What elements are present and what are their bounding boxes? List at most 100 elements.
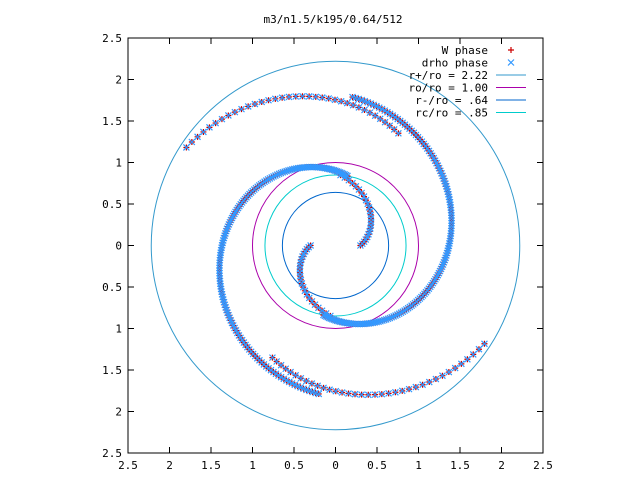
data-point bbox=[318, 307, 326, 315]
data-point bbox=[384, 315, 392, 323]
data-point bbox=[285, 167, 292, 174]
data-point bbox=[221, 229, 229, 237]
data-point bbox=[216, 264, 223, 272]
data-point bbox=[439, 372, 446, 380]
y-tick-label: 0 bbox=[115, 240, 122, 253]
data-point bbox=[216, 261, 223, 269]
data-point bbox=[216, 269, 223, 277]
data-point bbox=[425, 378, 433, 386]
data-point bbox=[380, 316, 388, 324]
legend-label: rc/ro = .85 bbox=[415, 107, 488, 120]
x-tick-label: 1.5 bbox=[201, 459, 221, 472]
legend-label: ro/ro = 1.00 bbox=[409, 82, 488, 95]
x-tick-label: 2.5 bbox=[118, 459, 138, 472]
data-point bbox=[366, 109, 374, 117]
data-point bbox=[194, 133, 201, 141]
data-point bbox=[292, 93, 300, 100]
data-point bbox=[419, 381, 427, 389]
data-point bbox=[398, 387, 406, 395]
data-point bbox=[457, 360, 465, 368]
data-point bbox=[315, 390, 323, 398]
reference-circle bbox=[264, 174, 407, 317]
data-point bbox=[279, 168, 287, 176]
data-point bbox=[182, 144, 190, 151]
y-tick-label: 1 bbox=[115, 157, 122, 170]
data-point bbox=[386, 314, 394, 322]
data-point bbox=[385, 389, 393, 397]
data-point bbox=[441, 256, 449, 264]
data-point bbox=[355, 104, 363, 111]
data-point bbox=[287, 368, 295, 376]
data-point bbox=[318, 94, 326, 101]
data-point bbox=[292, 371, 300, 379]
data-point bbox=[222, 227, 230, 235]
data-point bbox=[447, 224, 455, 232]
data-point bbox=[218, 115, 226, 123]
data-point bbox=[386, 122, 394, 130]
data-point bbox=[463, 355, 471, 363]
data-point bbox=[312, 93, 320, 101]
data-point bbox=[381, 118, 389, 126]
x-tick-label: 2 bbox=[498, 459, 505, 472]
data-point bbox=[377, 317, 384, 325]
y-tick-label: 1.5 bbox=[102, 115, 122, 128]
data-point bbox=[447, 204, 455, 211]
data-point bbox=[440, 258, 448, 266]
data-point bbox=[391, 388, 399, 396]
legend-label: r-/ro = .64 bbox=[415, 94, 488, 107]
data-point bbox=[224, 223, 232, 231]
data-point bbox=[442, 254, 450, 262]
data-point bbox=[343, 99, 351, 107]
data-point bbox=[358, 391, 366, 399]
data-point bbox=[325, 95, 333, 102]
data-point bbox=[446, 201, 454, 209]
data-point bbox=[332, 387, 340, 395]
x-tick-label: 0 bbox=[332, 459, 339, 472]
data-point bbox=[392, 312, 399, 319]
data-point bbox=[277, 361, 285, 369]
x-tick-label: 0.5 bbox=[367, 459, 387, 472]
x-tick-label: 2.5 bbox=[533, 459, 553, 472]
reference-circle bbox=[150, 60, 521, 431]
data-point bbox=[223, 225, 231, 233]
data-point bbox=[305, 92, 313, 100]
data-point bbox=[275, 170, 283, 178]
data-point bbox=[351, 390, 359, 398]
reference-circle bbox=[281, 191, 390, 300]
data-point bbox=[217, 285, 225, 293]
data-point bbox=[365, 204, 373, 211]
y-tick-label: 1.5 bbox=[102, 364, 122, 377]
data-point bbox=[285, 93, 293, 101]
data-point bbox=[297, 374, 305, 382]
data-point bbox=[442, 252, 450, 259]
data-point bbox=[271, 172, 279, 179]
data-point bbox=[224, 112, 232, 119]
data-point bbox=[270, 173, 277, 180]
legend-swatch bbox=[507, 59, 515, 66]
data-point bbox=[481, 340, 488, 348]
legend-label: r+/ro = 2.22 bbox=[409, 69, 488, 82]
y-tick-label: 0.5 bbox=[102, 281, 122, 294]
data-point bbox=[345, 176, 353, 184]
y-tick-label: 2 bbox=[115, 74, 122, 87]
data-points bbox=[182, 92, 488, 399]
data-point bbox=[443, 249, 451, 257]
data-point bbox=[469, 350, 477, 358]
data-point bbox=[405, 385, 413, 393]
data-point bbox=[338, 389, 346, 396]
y-tick-label: 2 bbox=[115, 406, 122, 419]
y-tick-label: 1 bbox=[115, 323, 122, 336]
data-point bbox=[349, 93, 356, 101]
data-point bbox=[216, 259, 224, 267]
data-point bbox=[360, 193, 368, 200]
axis-ticks: 2.5 2 1.5 1 0.5 0 0.5 1 1.5 2 2.52.521.510.500.511… bbox=[102, 32, 553, 472]
data-point bbox=[446, 198, 454, 206]
data-point bbox=[388, 313, 396, 321]
data-point bbox=[258, 98, 266, 106]
data-point bbox=[217, 282, 225, 290]
data-point bbox=[282, 365, 290, 373]
y-tick-label: 2.5 bbox=[102, 32, 122, 45]
x-tick-label: 1 bbox=[415, 459, 422, 472]
legend-label: W phase bbox=[442, 44, 488, 57]
data-point bbox=[220, 234, 228, 242]
